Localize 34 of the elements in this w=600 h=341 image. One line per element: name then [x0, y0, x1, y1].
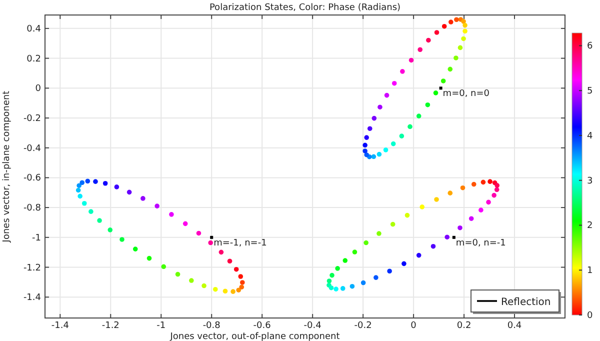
color-bar-label: 4 — [587, 131, 593, 142]
y-axis-title: Jones vector, in-plane component — [2, 90, 12, 244]
x-tick-label: 0.2 — [456, 321, 472, 331]
x-tick-label: -1.2 — [102, 321, 120, 331]
x-tick-label: 0 — [410, 321, 417, 331]
y-tick-label: -0.4 — [23, 144, 42, 154]
chart-title: Polarization States, Color: Phase (Radians) — [209, 3, 401, 13]
x-tick-label: -0.8 — [202, 321, 221, 331]
color-bar-label: 3 — [587, 176, 593, 186]
y-tick-label: 0.2 — [26, 54, 41, 64]
color-bar-label: 6 — [587, 42, 593, 52]
y-tick-label: 0 — [35, 84, 42, 94]
x-tick-label: 0.4 — [507, 321, 522, 331]
x-tick-label: -1 — [156, 321, 166, 331]
y-tick-label: 0.4 — [26, 24, 42, 34]
annotation: m=0, n=0 — [442, 89, 490, 100]
x-axis-title: Jones vector, out-of-plane component — [169, 332, 340, 341]
x-tick-label: -0.4 — [304, 321, 322, 331]
y-tick-label: -1 — [32, 233, 41, 244]
y-tick-label: -0.2 — [23, 114, 41, 124]
x-tick-label: -0.6 — [253, 321, 272, 331]
color-bar-label: 1 — [587, 266, 593, 276]
y-tick-label: -0.6 — [23, 174, 42, 184]
x-tick-label: -1.4 — [51, 321, 70, 331]
y-tick-label: -1.2 — [23, 263, 41, 274]
y-tick-label: -0.8 — [23, 204, 42, 214]
y-tick-label: -1.4 — [23, 293, 42, 304]
color-bar-label: 5 — [587, 86, 593, 97]
annotation: m=-1, n=-1 — [214, 238, 267, 248]
color-bar-label: 0 — [587, 311, 593, 321]
x-tick-label: -0.2 — [354, 321, 372, 331]
text: Reflection — [501, 297, 551, 308]
annotation: m=0, n=-1 — [456, 238, 506, 248]
color-bar-label: 2 — [587, 221, 593, 232]
